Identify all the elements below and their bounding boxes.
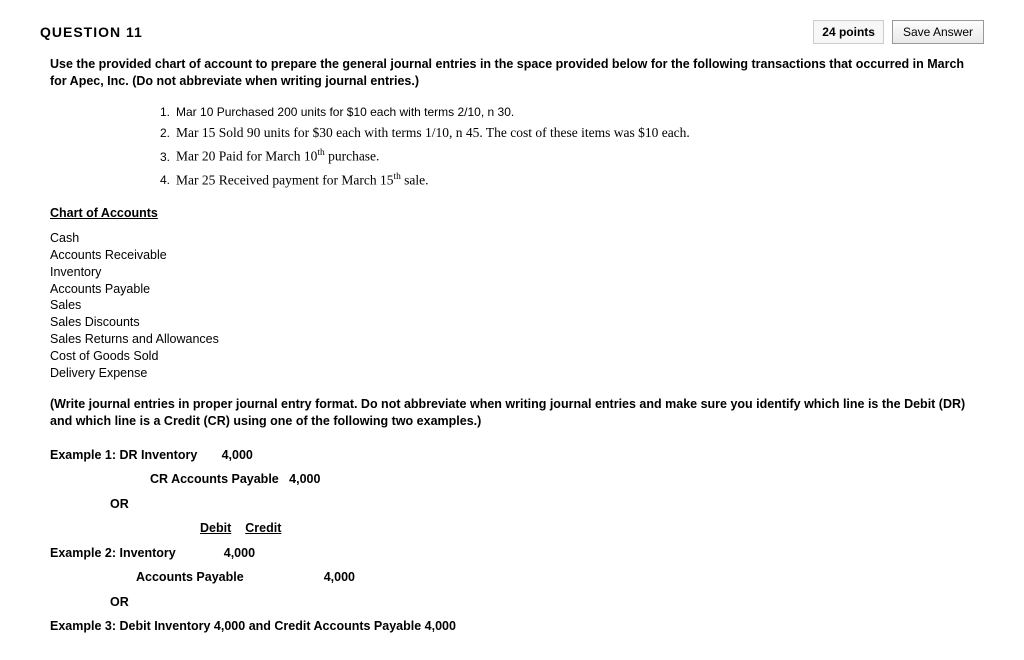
- account-item: Sales Discounts: [50, 314, 984, 331]
- account-item: Sales: [50, 297, 984, 314]
- example-1-line2: CR Accounts Payable 4,000: [150, 468, 984, 491]
- column-headers: Debit Credit: [200, 517, 984, 540]
- ex1-cr: CR Accounts Payable: [150, 472, 279, 486]
- list-item: 2. Mar 15 Sold 90 units for $30 each with…: [160, 122, 984, 145]
- ex2-label: Example 2: Inventory: [50, 542, 176, 565]
- question-title: QUESTION 11: [40, 24, 143, 40]
- ex1-label: Example 1: DR Inventory: [50, 448, 197, 462]
- debit-header: Debit: [200, 521, 231, 535]
- list-item: 1. Mar 10 Purchased 200 units for $10 eac…: [160, 102, 984, 122]
- ex2-amount1: 4,000: [224, 542, 255, 565]
- ex1-amount2: 4,000: [289, 472, 320, 486]
- account-item: Accounts Payable: [50, 281, 984, 298]
- transaction-list: 1. Mar 10 Purchased 200 units for $10 eac…: [160, 102, 984, 192]
- list-item: 3. Mar 20 Paid for March 10th purchase.: [160, 145, 984, 168]
- account-item: Cash: [50, 230, 984, 247]
- example-3-line: Example 3: Debit Inventory 4,000 and Cre…: [50, 615, 984, 638]
- examples-block: Example 1: DR Inventory 4,000 CR Account…: [50, 444, 984, 638]
- example-1-line1: Example 1: DR Inventory 4,000: [50, 444, 984, 467]
- item-number: 1.: [160, 105, 170, 119]
- item-text-b: sale.: [401, 172, 429, 187]
- item-text-a: Mar 25 Received payment for March 15: [176, 172, 393, 187]
- item-text: Mar 10 Purchased 200 units for $10 each …: [176, 105, 514, 119]
- item-number: 3.: [160, 150, 170, 164]
- superscript: th: [317, 148, 324, 158]
- credit-header: Credit: [245, 521, 281, 535]
- account-item: Sales Returns and Allowances: [50, 331, 984, 348]
- example-2-line2: Accounts Payable 4,000: [50, 566, 984, 589]
- item-text-b: purchase.: [325, 149, 380, 164]
- list-item: 4. Mar 25 Received payment for March 15th…: [160, 169, 984, 192]
- example-2-line1: Example 2: Inventory 4,000: [50, 542, 984, 565]
- question-header: QUESTION 11 24 points Save Answer: [40, 20, 984, 44]
- item-text: Mar 15 Sold 90 units for $30 each with t…: [176, 125, 690, 140]
- ex2-amount2: 4,000: [324, 566, 355, 589]
- ex1-amount: 4,000: [222, 448, 253, 462]
- account-item: Cost of Goods Sold: [50, 348, 984, 365]
- superscript: th: [393, 172, 400, 182]
- accounts-list: Cash Accounts Receivable Inventory Accou…: [50, 230, 984, 382]
- account-item: Accounts Receivable: [50, 247, 984, 264]
- format-note: (Write journal entries in proper journal…: [50, 396, 984, 430]
- ex2-ap: Accounts Payable: [136, 566, 244, 589]
- item-number: 2.: [160, 126, 170, 140]
- account-item: Delivery Expense: [50, 365, 984, 382]
- or-separator: OR: [110, 493, 984, 516]
- chart-of-accounts-heading: Chart of Accounts: [50, 206, 984, 220]
- header-right: 24 points Save Answer: [813, 20, 984, 44]
- item-text-a: Mar 20 Paid for March 10: [176, 149, 317, 164]
- or-separator: OR: [110, 591, 984, 614]
- instructions-text: Use the provided chart of account to pre…: [40, 56, 984, 90]
- points-badge: 24 points: [813, 20, 884, 44]
- item-number: 4.: [160, 173, 170, 187]
- account-item: Inventory: [50, 264, 984, 281]
- save-answer-button[interactable]: Save Answer: [892, 20, 984, 44]
